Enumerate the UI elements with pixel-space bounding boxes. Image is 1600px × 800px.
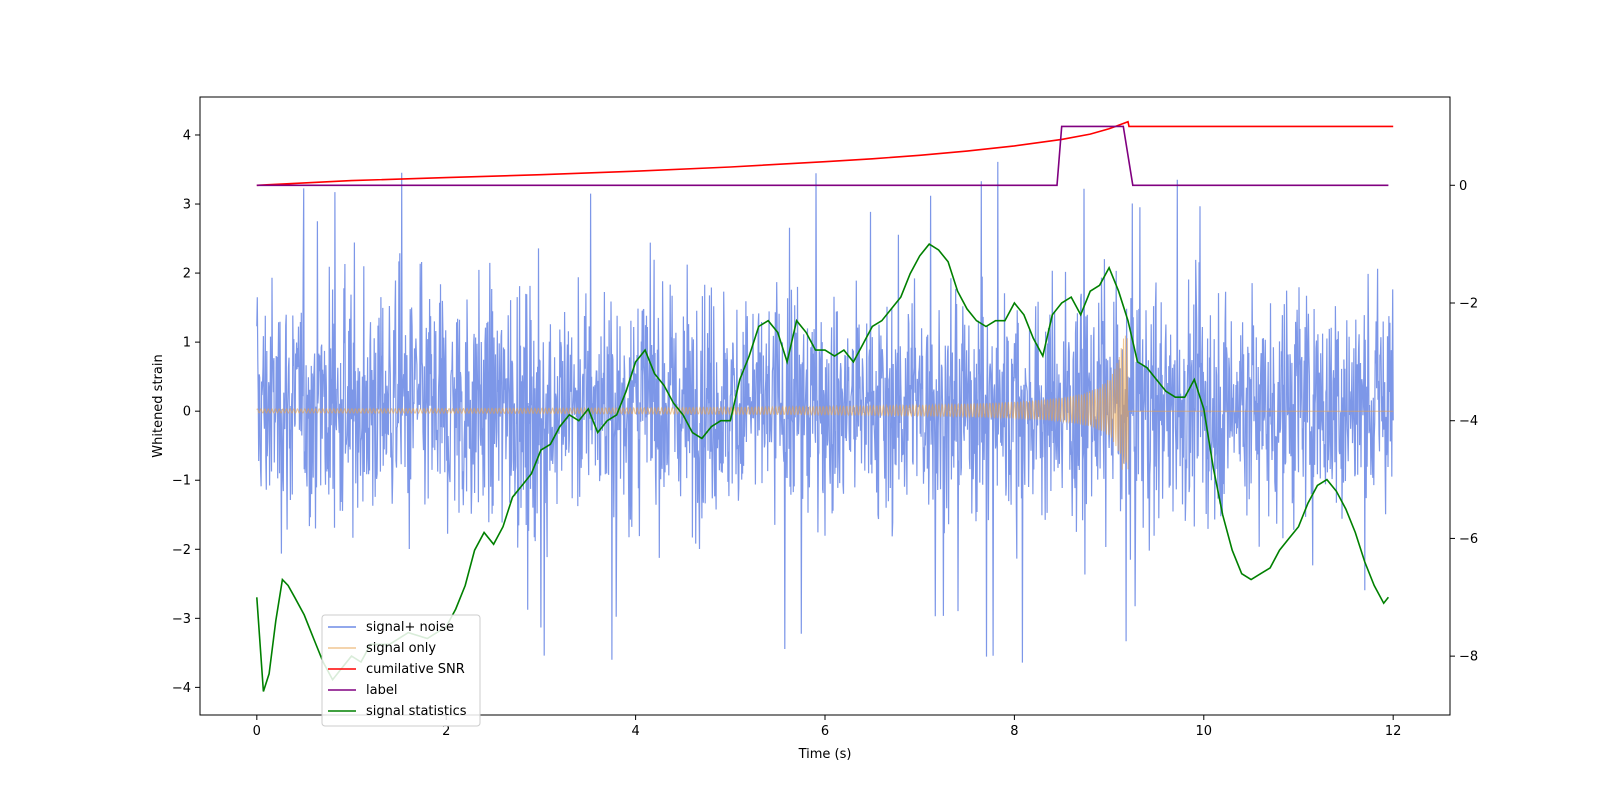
x-axis-label: Time (s) [798,747,852,762]
y-tick-label: 4 [183,128,191,143]
y2-tick-label: −2 [1459,297,1478,312]
x-tick-label: 0 [253,724,261,739]
legend-label-cumulative-snr: cumilative SNR [366,662,465,677]
series-label [256,125,1389,187]
y-tick-label: −2 [172,543,191,558]
legend-entry-signal-statistics: signal statistics [328,704,467,719]
x-tick-label: 2 [442,724,450,739]
legend-label-signal-statistics: signal statistics [366,704,467,719]
x-tick-label: 6 [821,724,829,739]
y-tick-label: 0 [183,405,191,420]
y2-tick-label: −4 [1459,414,1478,429]
y2-tick-label: −8 [1459,650,1478,665]
y-tick-label: −3 [172,612,191,627]
legend-entry-signal-noise: signal+ noise [328,620,454,635]
series-cumulative-snr [256,120,1394,187]
x-tick-label: 4 [631,724,639,739]
y-tick-label: 2 [183,267,191,282]
legend-box [321,614,481,727]
legend-label-signal-only: signal only [366,641,436,656]
x-tick-label: 12 [1385,724,1402,739]
y2-tick-label: 0 [1459,179,1467,194]
y-tick-label: 1 [183,336,191,351]
legend-entry-signal-only: signal only [328,641,436,656]
legend-label-label: label [366,683,397,698]
legend-label-signal-noise: signal+ noise [366,620,454,635]
legend: signal+ noise signal only cumilative SNR… [321,614,481,727]
series-signal-noise [256,161,1394,663]
plot-area [256,120,1394,692]
legend-entry-cumulative-snr: cumilative SNR [328,662,465,677]
series-signal-statistics [256,243,1390,692]
x-tick-label: 8 [1010,724,1018,739]
x-tick-label: 10 [1196,724,1213,739]
y-axis-label: Whitened strain [151,354,166,457]
y-tick-label: −1 [172,474,191,489]
y-tick-label: 3 [183,198,191,213]
y2-tick-label: −6 [1459,532,1478,547]
legend-entry-label: label [328,683,397,698]
y-tick-label: −4 [172,681,191,696]
